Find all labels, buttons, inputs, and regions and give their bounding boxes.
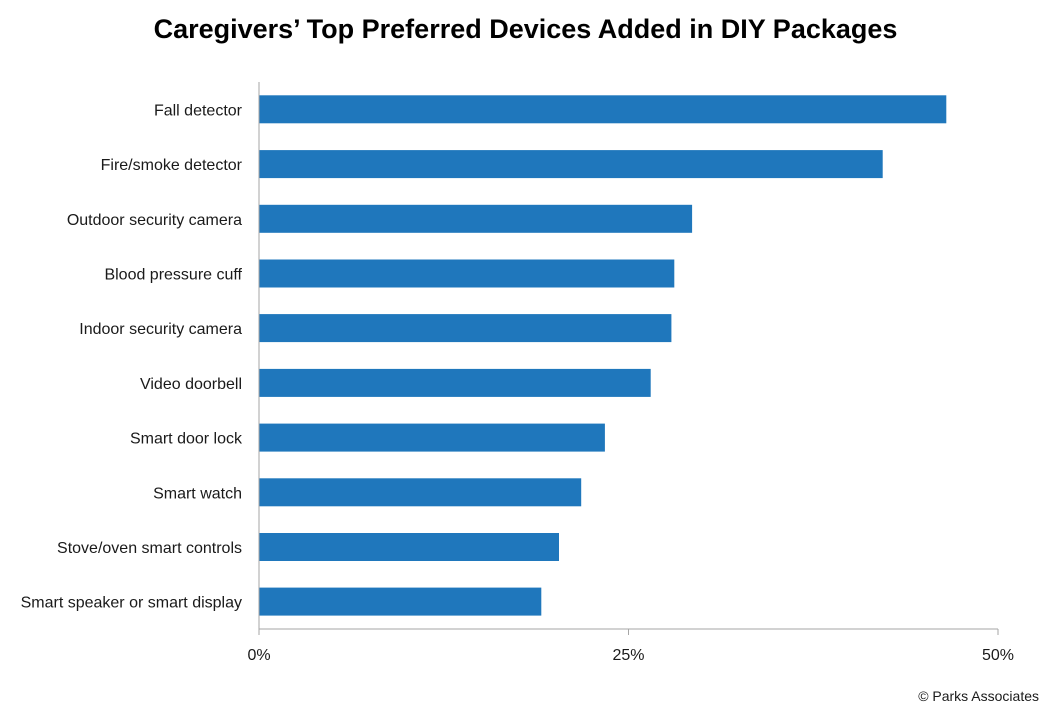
bar (259, 314, 672, 343)
bar (259, 423, 605, 452)
bar (259, 587, 542, 616)
bar (259, 533, 559, 561)
category-label: Fire/smoke detector (101, 157, 243, 174)
bar (259, 478, 582, 507)
credit-text: © Parks Associates (918, 688, 1039, 704)
category-label: Smart watch (153, 485, 242, 502)
x-tick-label: 25% (612, 647, 644, 664)
x-tick-label: 50% (982, 647, 1014, 664)
category-label: Stove/oven smart controls (57, 540, 242, 557)
category-label: Blood pressure cuff (104, 267, 242, 284)
category-label: Outdoor security camera (67, 212, 242, 229)
chart-title: Caregivers’ Top Preferred Devices Added … (153, 14, 898, 44)
bar (259, 150, 883, 179)
bar (259, 95, 947, 124)
category-label: Fall detector (154, 102, 243, 119)
category-label: Video doorbell (140, 376, 242, 393)
bar (259, 204, 693, 233)
category-label: Smart speaker or smart display (21, 595, 242, 612)
bar (259, 259, 675, 288)
category-label: Indoor security camera (79, 321, 242, 338)
x-tick-label: 0% (247, 647, 270, 664)
bar (259, 368, 651, 397)
category-label: Smart door lock (130, 431, 243, 448)
